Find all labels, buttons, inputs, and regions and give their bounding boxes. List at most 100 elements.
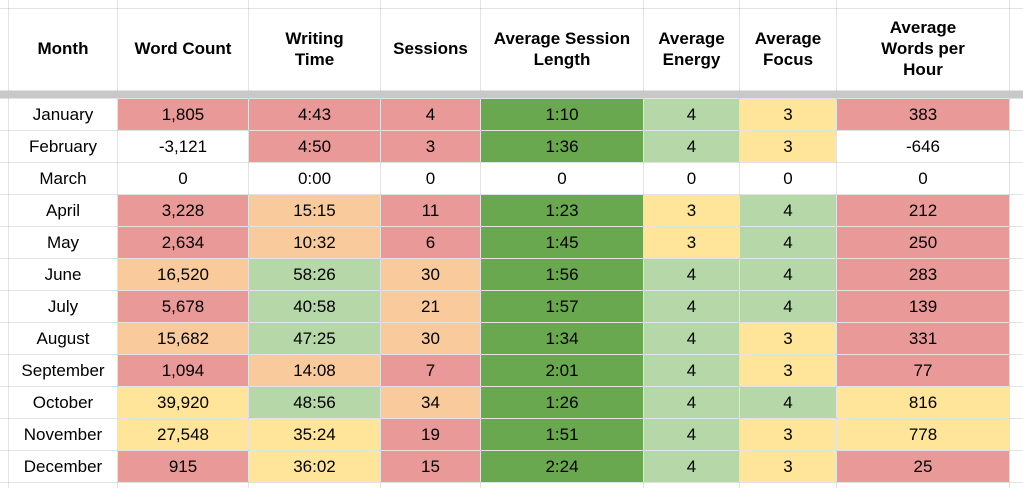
- sessions-cell[interactable]: 30: [380, 322, 481, 355]
- word-count-cell[interactable]: 0: [117, 162, 249, 195]
- writing-time-cell[interactable]: 14:08: [248, 354, 381, 387]
- sessions-cell[interactable]: 19: [380, 418, 481, 451]
- avg-words-per-hour-cell[interactable]: 778: [836, 418, 1010, 451]
- avg-energy-cell[interactable]: 4: [643, 130, 740, 163]
- sessions-cell[interactable]: 4: [380, 98, 481, 131]
- avg-words-per-hour-cell[interactable]: 816: [836, 386, 1010, 419]
- avg-words-per-hour-cell[interactable]: 25: [836, 450, 1010, 483]
- month-cell[interactable]: March: [8, 162, 118, 195]
- word-count-cell[interactable]: 15,682: [117, 322, 249, 355]
- word-count-cell[interactable]: 27,548: [117, 418, 249, 451]
- month-cell[interactable]: July: [8, 290, 118, 323]
- word-count-cell[interactable]: 39,920: [117, 386, 249, 419]
- month-cell[interactable]: August: [8, 322, 118, 355]
- sessions-cell[interactable]: 15: [380, 450, 481, 483]
- sessions-cell[interactable]: 21: [380, 290, 481, 323]
- header-cell-month[interactable]: Month: [8, 8, 118, 91]
- writing-time-cell[interactable]: 0:00: [248, 162, 381, 195]
- avg-session-length-cell[interactable]: 1:23: [480, 194, 644, 227]
- avg-focus-cell[interactable]: 3: [739, 418, 837, 451]
- avg-energy-cell[interactable]: 4: [643, 98, 740, 131]
- header-cell-writing-time[interactable]: Writing Time: [248, 8, 381, 91]
- avg-words-per-hour-cell[interactable]: 383: [836, 98, 1010, 131]
- avg-focus-cell[interactable]: 4: [739, 194, 837, 227]
- word-count-cell[interactable]: 16,520: [117, 258, 249, 291]
- writing-time-cell[interactable]: 4:43: [248, 98, 381, 131]
- word-count-cell[interactable]: -3,121: [117, 130, 249, 163]
- avg-energy-cell[interactable]: 3: [643, 226, 740, 259]
- avg-focus-cell[interactable]: 3: [739, 450, 837, 483]
- header-cell-avg-energy[interactable]: Average Energy: [643, 8, 740, 91]
- avg-session-length-cell[interactable]: 2:01: [480, 354, 644, 387]
- sessions-cell[interactable]: 11: [380, 194, 481, 227]
- word-count-cell[interactable]: 1,805: [117, 98, 249, 131]
- month-cell[interactable]: October: [8, 386, 118, 419]
- avg-words-per-hour-cell[interactable]: 250: [836, 226, 1010, 259]
- avg-session-length-cell[interactable]: 1:56: [480, 258, 644, 291]
- word-count-cell[interactable]: 5,678: [117, 290, 249, 323]
- avg-energy-cell[interactable]: 4: [643, 322, 740, 355]
- header-cell-sessions[interactable]: Sessions: [380, 8, 481, 91]
- avg-energy-cell[interactable]: 0: [643, 162, 740, 195]
- writing-time-cell[interactable]: 36:02: [248, 450, 381, 483]
- month-cell[interactable]: April: [8, 194, 118, 227]
- month-cell[interactable]: November: [8, 418, 118, 451]
- word-count-cell[interactable]: 3,228: [117, 194, 249, 227]
- avg-energy-cell[interactable]: 4: [643, 386, 740, 419]
- avg-focus-cell[interactable]: 4: [739, 258, 837, 291]
- avg-energy-cell[interactable]: 4: [643, 290, 740, 323]
- avg-words-per-hour-cell[interactable]: 77: [836, 354, 1010, 387]
- avg-words-per-hour-cell[interactable]: 331: [836, 322, 1010, 355]
- writing-time-cell[interactable]: 58:26: [248, 258, 381, 291]
- avg-focus-cell[interactable]: 4: [739, 290, 837, 323]
- writing-time-cell[interactable]: 15:15: [248, 194, 381, 227]
- avg-energy-cell[interactable]: 4: [643, 354, 740, 387]
- avg-words-per-hour-cell[interactable]: -646: [836, 130, 1010, 163]
- month-cell[interactable]: September: [8, 354, 118, 387]
- month-cell[interactable]: December: [8, 450, 118, 483]
- avg-focus-cell[interactable]: 4: [739, 226, 837, 259]
- writing-time-cell[interactable]: 35:24: [248, 418, 381, 451]
- writing-time-cell[interactable]: 47:25: [248, 322, 381, 355]
- word-count-cell[interactable]: 1,094: [117, 354, 249, 387]
- sessions-cell[interactable]: 34: [380, 386, 481, 419]
- avg-session-length-cell[interactable]: 1:57: [480, 290, 644, 323]
- avg-session-length-cell[interactable]: 0: [480, 162, 644, 195]
- sessions-cell[interactable]: 3: [380, 130, 481, 163]
- avg-session-length-cell[interactable]: 1:45: [480, 226, 644, 259]
- avg-session-length-cell[interactable]: 1:51: [480, 418, 644, 451]
- sessions-cell[interactable]: 30: [380, 258, 481, 291]
- header-cell-avg-session-length[interactable]: Average Session Length: [480, 8, 644, 91]
- sessions-cell[interactable]: 6: [380, 226, 481, 259]
- word-count-cell[interactable]: 2,634: [117, 226, 249, 259]
- avg-focus-cell[interactable]: 3: [739, 98, 837, 131]
- sessions-cell[interactable]: 0: [380, 162, 481, 195]
- avg-focus-cell[interactable]: 3: [739, 130, 837, 163]
- writing-time-cell[interactable]: 4:50: [248, 130, 381, 163]
- avg-words-per-hour-cell[interactable]: 139: [836, 290, 1010, 323]
- word-count-cell[interactable]: 915: [117, 450, 249, 483]
- month-cell[interactable]: February: [8, 130, 118, 163]
- avg-words-per-hour-cell[interactable]: 0: [836, 162, 1010, 195]
- avg-session-length-cell[interactable]: 1:34: [480, 322, 644, 355]
- avg-session-length-cell[interactable]: 1:26: [480, 386, 644, 419]
- avg-session-length-cell[interactable]: 1:36: [480, 130, 644, 163]
- avg-words-per-hour-cell[interactable]: 283: [836, 258, 1010, 291]
- avg-focus-cell[interactable]: 0: [739, 162, 837, 195]
- writing-time-cell[interactable]: 48:56: [248, 386, 381, 419]
- avg-focus-cell[interactable]: 3: [739, 322, 837, 355]
- month-cell[interactable]: May: [8, 226, 118, 259]
- avg-session-length-cell[interactable]: 1:10: [480, 98, 644, 131]
- avg-energy-cell[interactable]: 4: [643, 258, 740, 291]
- avg-energy-cell[interactable]: 3: [643, 194, 740, 227]
- month-cell[interactable]: June: [8, 258, 118, 291]
- avg-focus-cell[interactable]: 3: [739, 354, 837, 387]
- avg-energy-cell[interactable]: 4: [643, 418, 740, 451]
- header-cell-word-count[interactable]: Word Count: [117, 8, 249, 91]
- writing-time-cell[interactable]: 10:32: [248, 226, 381, 259]
- header-cell-avg-focus[interactable]: Average Focus: [739, 8, 837, 91]
- header-cell-avg-words-per-hour[interactable]: Average Words per Hour: [836, 8, 1010, 91]
- month-cell[interactable]: January: [8, 98, 118, 131]
- avg-words-per-hour-cell[interactable]: 212: [836, 194, 1010, 227]
- avg-focus-cell[interactable]: 4: [739, 386, 837, 419]
